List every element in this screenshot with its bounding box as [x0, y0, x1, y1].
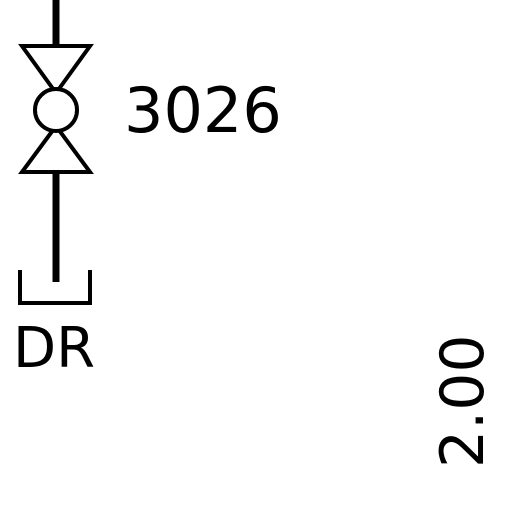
drain-label: DR [13, 316, 95, 381]
valve-tag-label: 3026 [124, 74, 282, 147]
valve-center-circle [33, 87, 79, 133]
valve-top-triangle [18, 44, 94, 97]
valve-icon[interactable] [18, 44, 94, 174]
drain-bracket-icon [18, 270, 92, 305]
dimension-label: 2.00 [428, 334, 498, 468]
